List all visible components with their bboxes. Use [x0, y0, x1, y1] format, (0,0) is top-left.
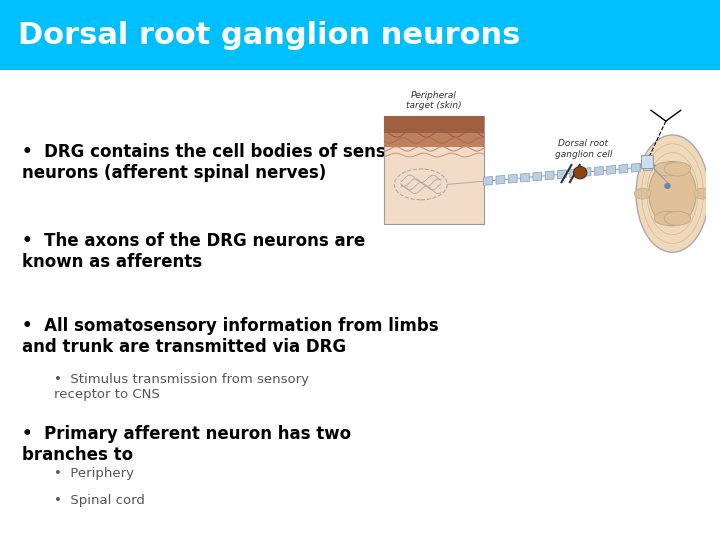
- Polygon shape: [533, 172, 541, 181]
- Polygon shape: [644, 162, 652, 171]
- Polygon shape: [582, 167, 591, 177]
- Text: •  Spinal cord: • Spinal cord: [54, 494, 145, 507]
- Ellipse shape: [634, 188, 651, 199]
- Polygon shape: [570, 169, 579, 178]
- Circle shape: [664, 183, 671, 189]
- Ellipse shape: [694, 188, 711, 199]
- Polygon shape: [484, 177, 492, 185]
- Text: Peripheral
target (skin): Peripheral target (skin): [406, 91, 462, 110]
- Text: •  Primary afferent neuron has two
branches to: • Primary afferent neuron has two branch…: [22, 425, 351, 464]
- Ellipse shape: [649, 161, 696, 226]
- Polygon shape: [595, 166, 603, 176]
- Polygon shape: [521, 173, 529, 182]
- Ellipse shape: [654, 162, 681, 176]
- Text: Dorsal root ganglion neurons: Dorsal root ganglion neurons: [18, 21, 521, 50]
- Polygon shape: [384, 133, 484, 147]
- Text: •  The axons of the DRG neurons are
known as afferents: • The axons of the DRG neurons are known…: [22, 232, 365, 271]
- Ellipse shape: [665, 211, 690, 225]
- Polygon shape: [607, 165, 616, 174]
- Polygon shape: [508, 174, 517, 183]
- Text: •  DRG contains the cell bodies of sensory
neurons (afferent spinal nerves): • DRG contains the cell bodies of sensor…: [22, 143, 416, 182]
- Polygon shape: [496, 176, 505, 184]
- Polygon shape: [384, 117, 484, 133]
- Text: •  Periphery: • Periphery: [54, 467, 134, 480]
- Polygon shape: [384, 117, 484, 225]
- Ellipse shape: [654, 211, 681, 225]
- Polygon shape: [631, 163, 640, 172]
- Ellipse shape: [636, 135, 709, 252]
- Text: •  Stimulus transmission from sensory
receptor to CNS: • Stimulus transmission from sensory rec…: [54, 373, 309, 401]
- Text: Dorsal root
ganglion cell: Dorsal root ganglion cell: [555, 139, 612, 159]
- Text: •  All somatosensory information from limbs
and trunk are transmitted via DRG: • All somatosensory information from lim…: [22, 317, 438, 356]
- Polygon shape: [557, 170, 567, 179]
- Ellipse shape: [665, 162, 690, 176]
- Circle shape: [574, 166, 587, 179]
- Polygon shape: [619, 164, 628, 173]
- FancyBboxPatch shape: [642, 154, 652, 168]
- Polygon shape: [545, 171, 554, 180]
